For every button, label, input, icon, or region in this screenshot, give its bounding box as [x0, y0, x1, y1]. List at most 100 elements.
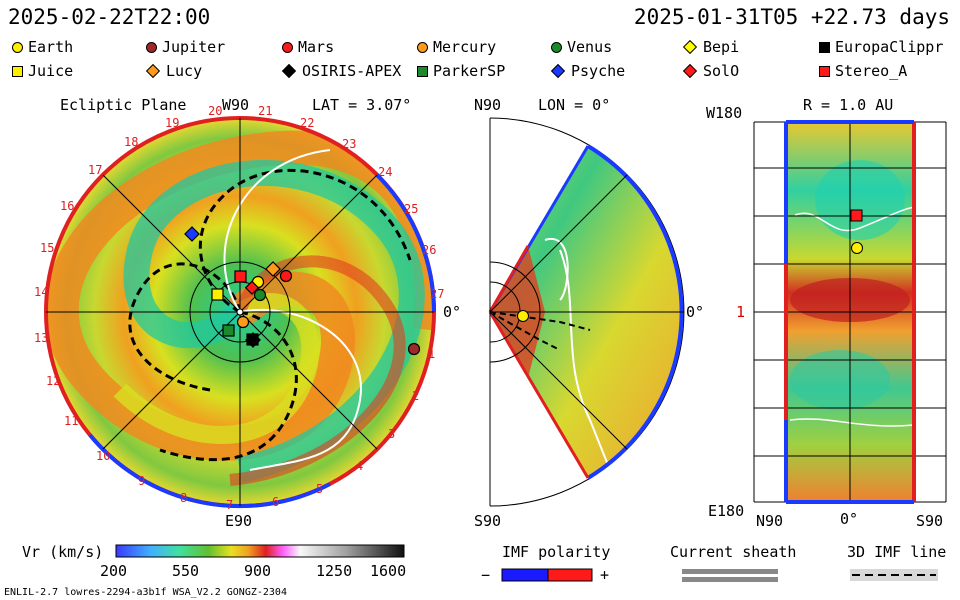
legend-jupiter: Jupiter	[146, 38, 225, 56]
rim-tick-23: 23	[342, 137, 356, 151]
rim-tick-4: 4	[356, 459, 363, 473]
meridional-earth-marker-icon	[517, 310, 529, 322]
legend-earth: Earth	[12, 38, 73, 56]
vr-colorbar	[115, 544, 405, 558]
legend-mars: Mars	[282, 38, 334, 56]
radial-mid-left: 1	[736, 303, 746, 321]
legend-europaclipper: EuropaClippr	[819, 38, 943, 56]
current-sheath-line-2	[682, 577, 778, 582]
imf-minus-swatch	[501, 568, 549, 582]
jupiter-marker-icon	[407, 342, 421, 356]
rim-tick-7: 7	[226, 498, 233, 512]
legend-stereo-a: Stereo_A	[819, 62, 907, 80]
rim-tick-2: 2	[412, 389, 419, 403]
rim-tick-27: 27	[430, 287, 444, 301]
legend-lucy: Lucy	[145, 62, 202, 80]
sun-marker-icon	[236, 308, 244, 316]
rim-tick-1: 1	[428, 347, 435, 361]
ecliptic-lat-label: LAT = 3.07°	[312, 96, 412, 114]
parkersp-marker-icon	[222, 324, 235, 337]
legend-parkersp: ParkerSP	[417, 62, 505, 80]
radial-x-mid: 0°	[840, 510, 859, 528]
imf-plus-swatch	[547, 568, 593, 582]
meridional-plot	[488, 117, 685, 507]
venus-marker-icon	[253, 288, 267, 302]
legend-row-2: Juice Lucy OSIRIS-APEX ParkerSP Psyche S…	[0, 62, 960, 84]
rim-tick-26: 26	[422, 243, 436, 257]
solo-marker-icon	[244, 280, 260, 295]
mars-marker-icon	[282, 41, 293, 53]
meridional-bottom-label: S90	[474, 512, 502, 530]
legend-osiris-apex: OSIRIS-APEX	[281, 62, 401, 80]
radial-plot	[753, 120, 947, 504]
radial-top-left: W180	[706, 104, 743, 122]
rim-tick-6: 6	[272, 495, 279, 509]
meridional-right-label: 0°	[686, 303, 705, 321]
rim-tick-9: 9	[138, 474, 145, 488]
colorbar-tick-550: 550	[172, 562, 200, 580]
imf-plus-label: +	[600, 566, 610, 584]
datetime-left: 2025-02-22T22:00	[8, 5, 211, 29]
legend-bepi: Bepi	[682, 38, 739, 56]
rim-tick-16: 16	[60, 199, 74, 213]
colorbar-label: Vr (km/s)	[22, 543, 104, 561]
legend-mercury: Mercury	[417, 38, 496, 56]
current-sheath-label: Current sheath	[670, 543, 797, 561]
europaclipper-marker-icon	[819, 41, 830, 53]
rim-tick-10: 10	[96, 449, 110, 463]
legend-row-1: Earth Jupiter Mars Mercury Venus Bepi Eu…	[0, 38, 960, 60]
ecliptic-bottom-label: E90	[225, 512, 253, 530]
radial-x-right: S90	[916, 512, 944, 530]
rim-tick-17: 17	[88, 163, 102, 177]
earth-marker-icon	[12, 41, 23, 53]
radial-title: R = 1.0 AU	[803, 96, 894, 114]
meridional-lon-label: LON = 0°	[538, 96, 611, 114]
legend-venus: Venus	[551, 38, 612, 56]
imf-polarity-label: IMF polarity	[502, 543, 611, 561]
rim-tick-5: 5	[316, 482, 323, 496]
radial-bottom-left: E180	[708, 502, 745, 520]
radial-earth-marker-icon	[851, 242, 863, 254]
juice-marker-icon	[211, 288, 224, 301]
imf-line-label: 3D IMF line	[847, 543, 947, 561]
footer-model-info: ENLIL-2.7 lowres-2294-a3b1f WSA_V2.2 GON…	[4, 587, 287, 598]
rim-tick-8: 8	[180, 491, 187, 505]
current-sheath-line-1	[682, 569, 778, 574]
rim-tick-13: 13	[34, 331, 48, 345]
radial-grid	[753, 121, 947, 503]
legend-solo: SolO	[682, 62, 739, 80]
ecliptic-right-label: 0°	[443, 303, 462, 321]
parkersp-marker-icon	[417, 65, 428, 77]
radial-stereo-a-marker-icon	[850, 209, 863, 222]
rim-tick-24: 24	[378, 165, 392, 179]
ecliptic-title: Ecliptic Plane	[60, 96, 187, 114]
colorbar-tick-1250: 1250	[316, 562, 353, 580]
juice-marker-icon	[12, 65, 23, 77]
colorbar-tick-200: 200	[100, 562, 128, 580]
stereo-a-marker-icon	[819, 65, 830, 77]
rim-tick-12: 12	[46, 374, 60, 388]
rim-tick-14: 14	[34, 285, 48, 299]
legend-psyche: Psyche	[550, 62, 625, 80]
ecliptic-rim-ticks: 20 21 22 23 24 25 26 27 1 2 3 4 5 6 7 8 …	[34, 104, 444, 512]
ecliptic-plot: 20 21 22 23 24 25 26 27 1 2 3 4 5 6 7 8 …	[34, 104, 444, 512]
rim-tick-20: 20	[208, 104, 222, 118]
rim-tick-19: 19	[165, 116, 179, 130]
rim-tick-25: 25	[404, 202, 418, 216]
rim-tick-11: 11	[64, 414, 78, 428]
psyche-marker-icon	[184, 226, 200, 242]
ecliptic-bodies	[184, 226, 421, 356]
colorbar-tick-1600: 1600	[370, 562, 407, 580]
rim-tick-15: 15	[40, 241, 54, 255]
colorbar-tick-900: 900	[244, 562, 272, 580]
mercury-marker-icon	[417, 41, 428, 53]
mars-marker-icon	[279, 269, 293, 283]
jupiter-marker-icon	[146, 41, 157, 53]
radial-x-left: N90	[756, 512, 784, 530]
rim-tick-22: 22	[300, 116, 314, 130]
venus-marker-icon	[551, 41, 562, 53]
osiris-apex-marker-icon	[245, 332, 261, 348]
rim-tick-21: 21	[258, 104, 272, 118]
legend-juice: Juice	[12, 62, 73, 80]
